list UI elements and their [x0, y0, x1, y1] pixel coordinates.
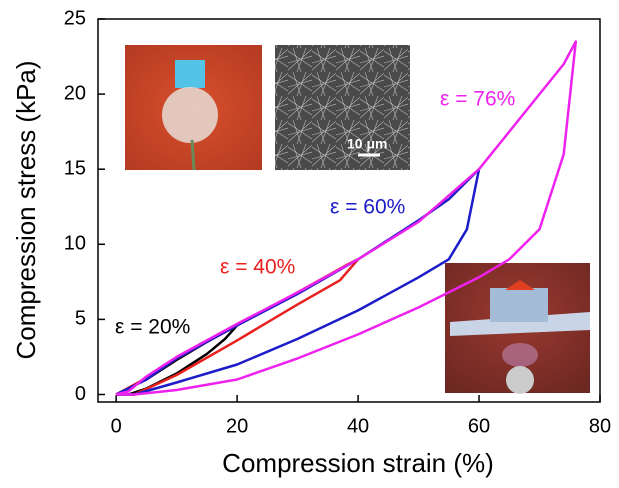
y-tick-label: 0 — [75, 383, 86, 405]
y-tick-label: 15 — [64, 157, 86, 179]
series-label: ε = 40% — [220, 256, 295, 279]
series-label: ε = 76% — [440, 88, 515, 111]
y-tick-label: 10 — [64, 233, 86, 255]
x-tick-label: 40 — [347, 415, 369, 437]
x-tick-label: 80 — [589, 415, 611, 437]
y-tick-label: 20 — [64, 82, 86, 104]
x-tick-label: 20 — [226, 415, 248, 437]
y-tick-label: 25 — [64, 7, 86, 29]
inset-sem-image — [275, 45, 410, 170]
series-label: ε = 20% — [115, 316, 190, 339]
x-tick-label: 0 — [111, 415, 122, 437]
chart: 10 μm Compression strain (%) Compression… — [0, 0, 619, 483]
scale-bar-label: 10 μm — [347, 136, 387, 152]
x-tick-label: 60 — [468, 415, 490, 437]
y-axis-label: Compression stress (kPa) — [11, 60, 41, 359]
series-label: ε = 60% — [330, 196, 405, 219]
inset-photo-dandelion — [125, 45, 262, 170]
y-tick-label: 5 — [75, 308, 86, 330]
x-axis-label: Compression strain (%) — [222, 448, 494, 478]
